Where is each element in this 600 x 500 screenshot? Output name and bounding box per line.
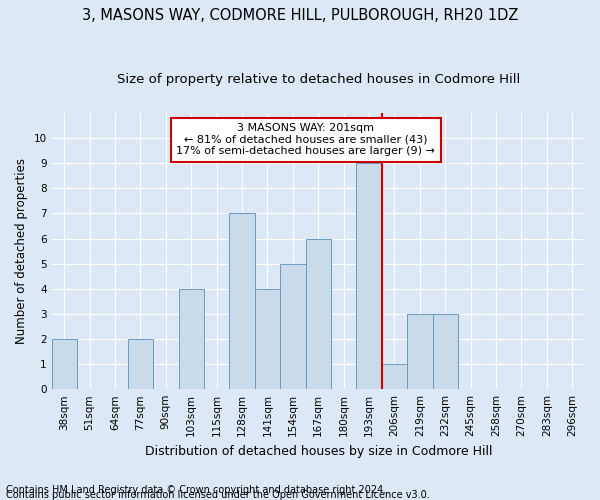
Bar — [356, 164, 382, 389]
Bar — [305, 238, 331, 389]
Bar — [433, 314, 458, 389]
Bar — [52, 339, 77, 389]
Bar — [280, 264, 305, 389]
Bar — [179, 289, 204, 389]
X-axis label: Distribution of detached houses by size in Codmore Hill: Distribution of detached houses by size … — [145, 444, 492, 458]
Bar — [128, 339, 153, 389]
Bar — [229, 214, 255, 389]
Text: Contains public sector information licensed under the Open Government Licence v3: Contains public sector information licen… — [6, 490, 430, 500]
Bar — [255, 289, 280, 389]
Bar — [407, 314, 433, 389]
Y-axis label: Number of detached properties: Number of detached properties — [15, 158, 28, 344]
Text: Contains HM Land Registry data © Crown copyright and database right 2024.: Contains HM Land Registry data © Crown c… — [6, 485, 386, 495]
Text: 3 MASONS WAY: 201sqm
← 81% of detached houses are smaller (43)
17% of semi-detac: 3 MASONS WAY: 201sqm ← 81% of detached h… — [176, 123, 435, 156]
Bar — [382, 364, 407, 389]
Title: Size of property relative to detached houses in Codmore Hill: Size of property relative to detached ho… — [116, 72, 520, 86]
Text: 3, MASONS WAY, CODMORE HILL, PULBOROUGH, RH20 1DZ: 3, MASONS WAY, CODMORE HILL, PULBOROUGH,… — [82, 8, 518, 22]
